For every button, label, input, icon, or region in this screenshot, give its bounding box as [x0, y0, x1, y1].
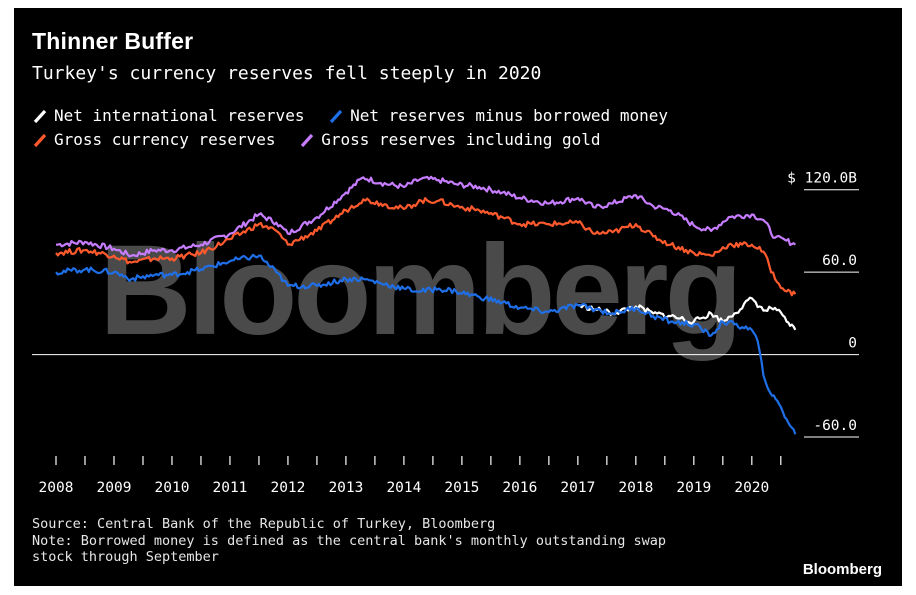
x-tick-label: 2019	[676, 480, 711, 496]
swap-note-line1: Note: Borrowed money is defined as the c…	[32, 532, 666, 549]
legend-label: Gross reserves including gold	[321, 130, 601, 149]
legend-item-gross-currency: Gross currency reserves	[32, 130, 276, 149]
x-tick-label: 2012	[270, 480, 305, 496]
x-tick-label: 2016	[502, 480, 537, 496]
swap-note-line2: stock through September	[32, 549, 219, 565]
legend-label: Net reserves minus borrowed money	[350, 106, 668, 125]
legend-item-net-international: Net international reserves	[32, 106, 304, 125]
x-tick-label: 2008	[39, 480, 74, 496]
x-tick-label: 2013	[328, 480, 363, 496]
x-tick-label: 2011	[212, 480, 247, 496]
chart-subtitle: Turkey's currency reserves fell steeply …	[32, 63, 542, 84]
legend-swatch-white-icon	[33, 109, 47, 123]
x-tick-label: 2010	[155, 480, 190, 496]
chart-title: Thinner Buffer	[32, 28, 194, 54]
line-chart: Bloomberg $ 120.0B 60.0 0 -60.0 2008 2009 2010…	[32, 171, 859, 496]
series-line-net-reserves-minus-borrowed-money	[55, 253, 797, 435]
legend-swatch-orange-icon	[33, 133, 47, 147]
legend-item-net-minus-borrowed: Net reserves minus borrowed money	[328, 106, 668, 125]
legend-row-2: Gross currency reserves Gross reserves i…	[32, 130, 615, 152]
y-tick-label: -60.0	[813, 418, 857, 434]
legend-item-gross-including-gold: Gross reserves including gold	[299, 130, 601, 149]
x-tick-label: 2014	[386, 480, 421, 496]
legend-label: Net international reserves	[54, 106, 305, 125]
x-tick-label: 2018	[618, 480, 653, 496]
legend-swatch-purple-icon	[301, 133, 314, 147]
y-tick-label: 0	[848, 336, 857, 352]
series-line-gross-currency-reserves	[55, 197, 797, 297]
y-tick-label: 60.0	[822, 253, 857, 269]
x-tick-label: 2015	[444, 480, 479, 496]
legend-swatch-blue-icon	[329, 109, 343, 123]
y-tick-label: $ 120.0B	[787, 171, 857, 187]
chart-panel: Thinner Buffer Turkey's currency reserve…	[14, 8, 902, 586]
source-note: Source: Central Bank of the Republic of …	[32, 516, 496, 532]
legend-label: Gross currency reserves	[54, 130, 276, 149]
x-tick-label: 2009	[97, 480, 132, 496]
legend-row-1: Net international reserves Net reserves …	[32, 106, 682, 128]
bloomberg-logo: Bloomberg	[802, 561, 882, 578]
x-tick-label: 2017	[560, 480, 595, 496]
x-tick-label: 2020	[734, 480, 769, 496]
series-line-gross-reserves-including-gold	[55, 175, 797, 258]
footnotes: Source: Central Bank of the Republic of …	[32, 516, 666, 566]
watermark-logo: Bloomberg	[99, 219, 739, 362]
